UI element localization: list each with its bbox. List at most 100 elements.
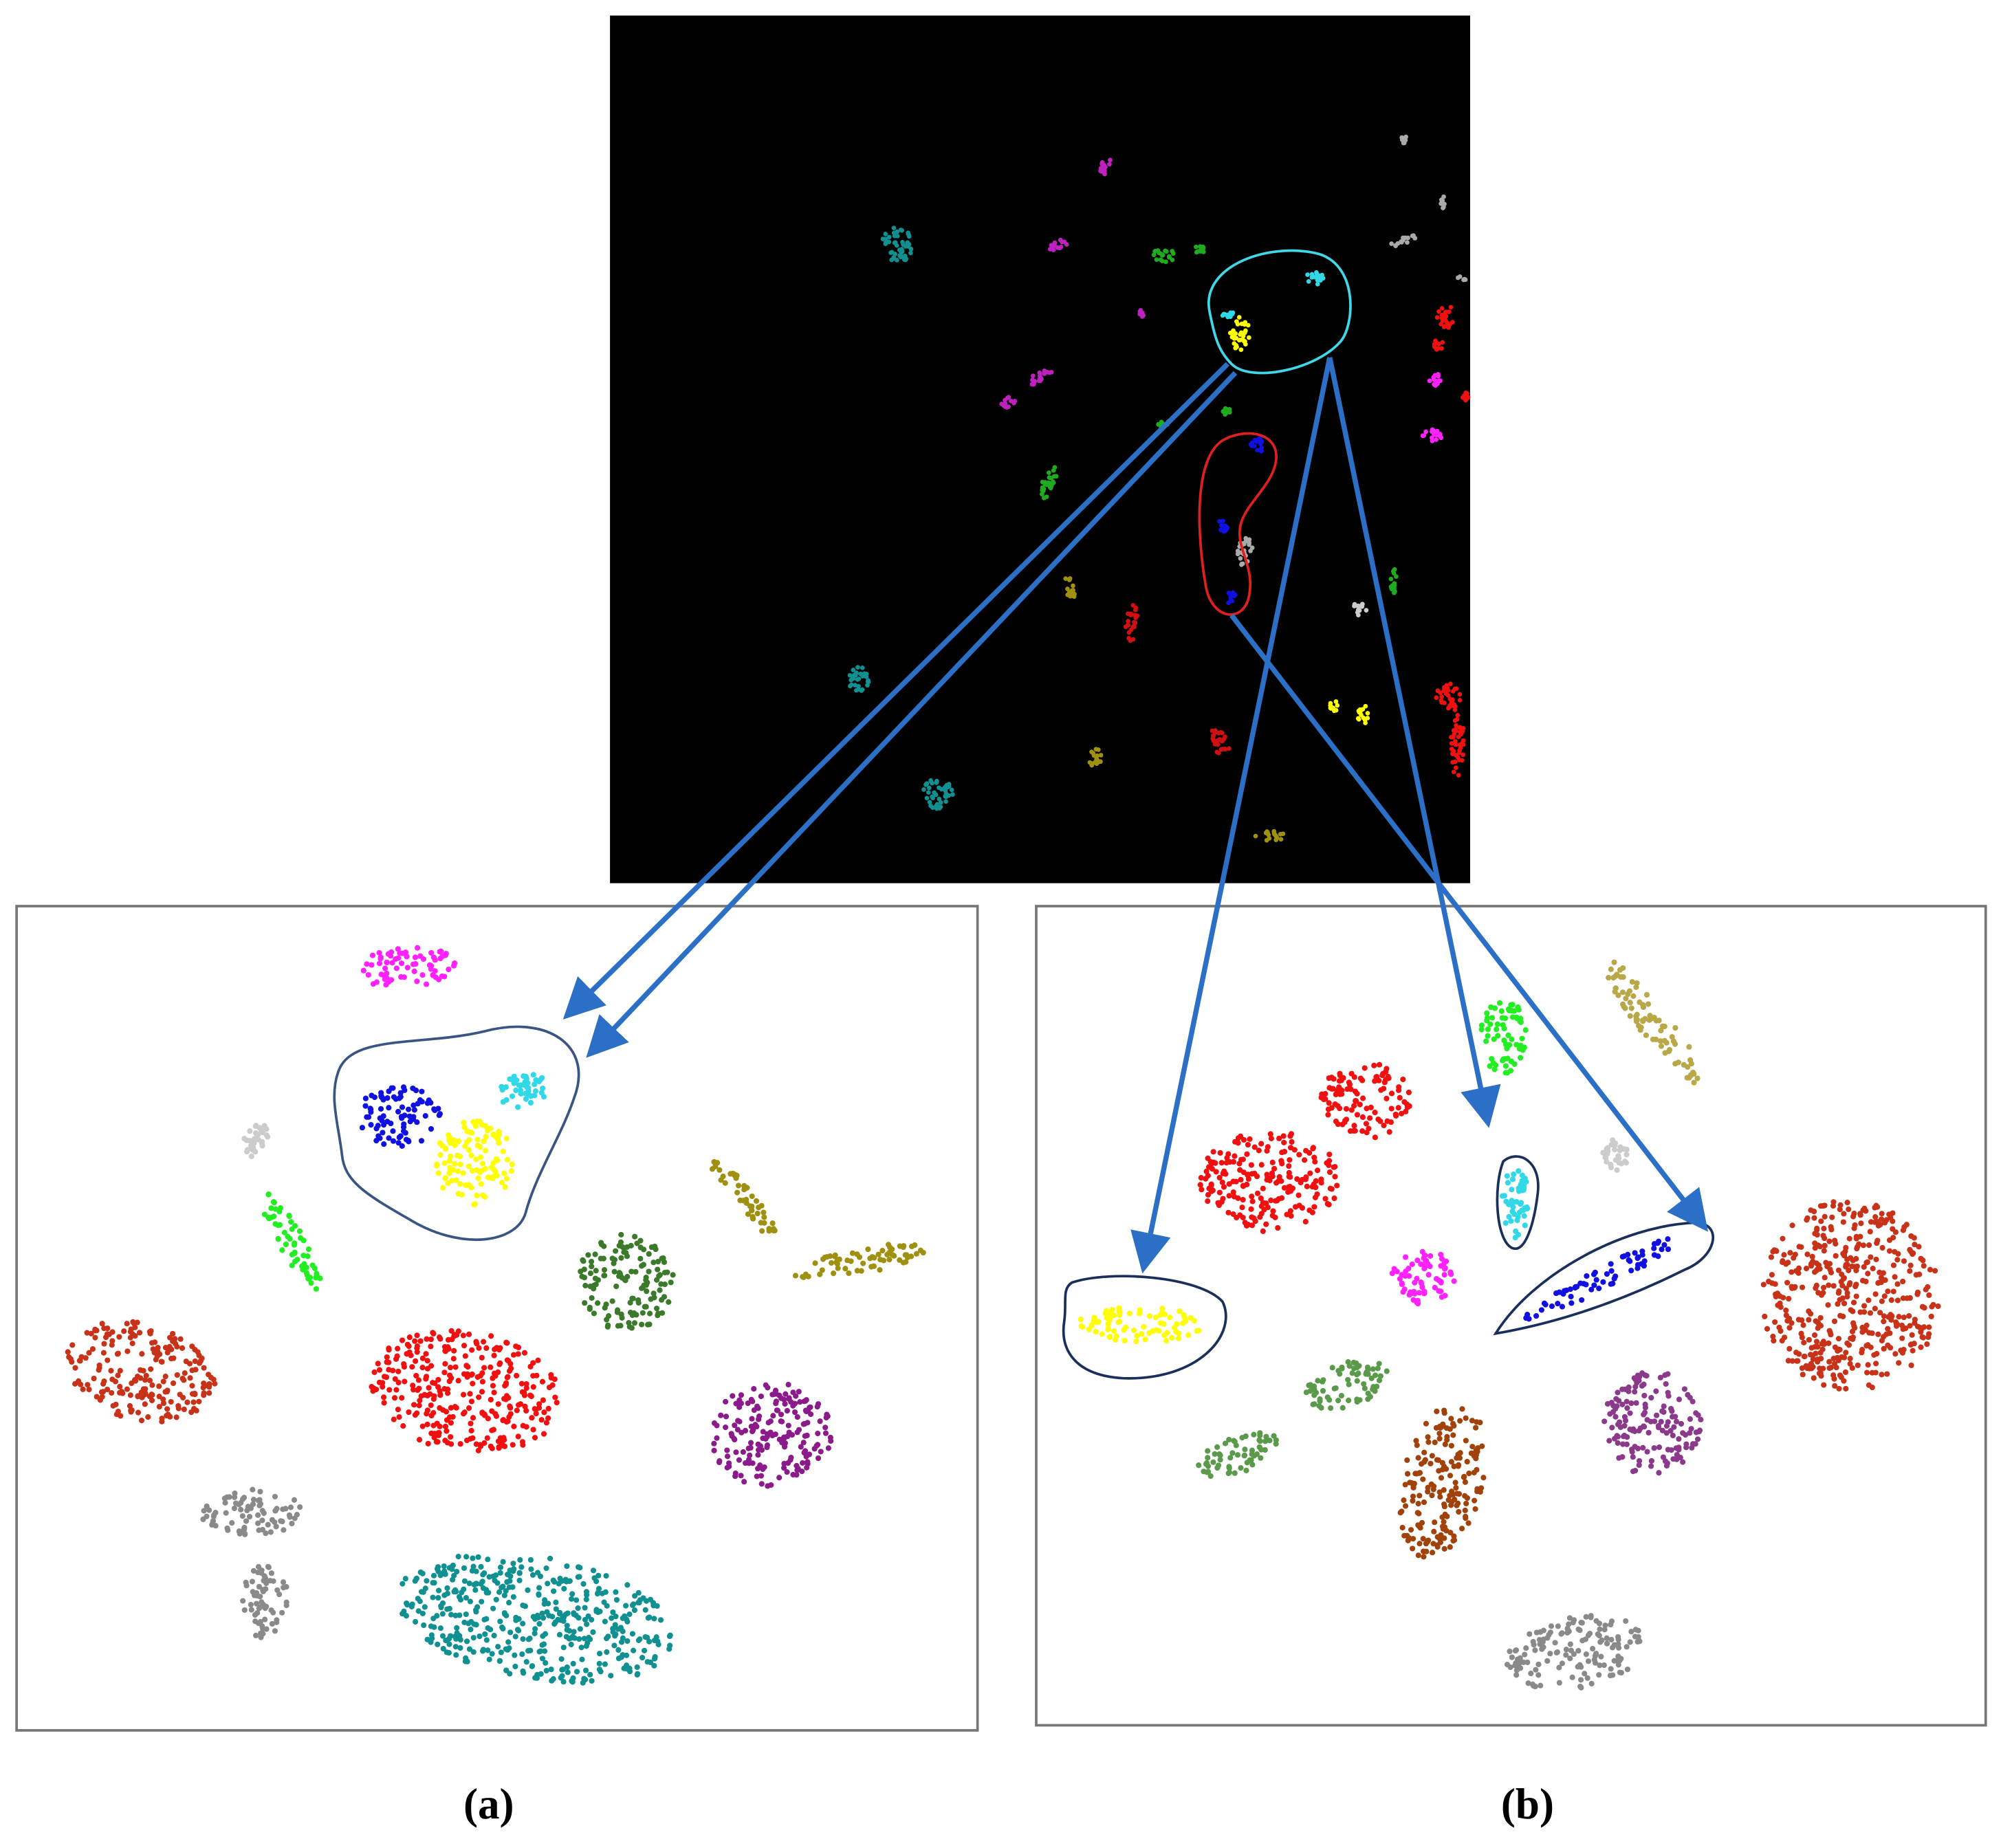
cluster-point xyxy=(1663,1430,1670,1436)
cluster-point xyxy=(1627,1013,1633,1019)
cluster-point xyxy=(435,1106,441,1112)
cluster-point xyxy=(1507,1648,1513,1655)
cluster-point xyxy=(1247,537,1252,542)
cluster-point xyxy=(635,1600,642,1606)
cluster-point xyxy=(1829,1214,1835,1220)
cluster-point xyxy=(564,1563,570,1570)
cluster-point xyxy=(390,1085,396,1091)
cluster-point xyxy=(1459,1406,1465,1412)
cluster-point xyxy=(1881,1345,1887,1352)
cluster-point xyxy=(520,1636,526,1642)
cluster-point xyxy=(378,1092,384,1099)
cluster-point xyxy=(525,1080,531,1086)
cluster-point xyxy=(655,1310,661,1317)
cluster-point xyxy=(1883,1331,1890,1337)
cluster-point xyxy=(532,1088,538,1094)
cluster-point xyxy=(1444,1437,1450,1443)
cluster-point xyxy=(1623,1441,1630,1447)
cluster-point xyxy=(864,671,869,676)
cluster-point xyxy=(432,1380,438,1387)
cluster-point xyxy=(475,1175,481,1181)
cluster-point xyxy=(556,1581,562,1587)
cluster-point xyxy=(1881,1319,1887,1325)
cluster-point xyxy=(1879,1216,1885,1222)
cluster-point xyxy=(445,1336,452,1343)
cluster-point xyxy=(1318,1094,1324,1101)
cluster-point xyxy=(827,1253,833,1260)
cluster-point xyxy=(1815,1343,1821,1350)
cluster-point xyxy=(1205,1198,1211,1204)
cluster-point xyxy=(442,1438,448,1444)
cluster-point xyxy=(1656,1018,1662,1024)
cluster-point xyxy=(1844,1200,1850,1206)
cluster-point xyxy=(395,1379,402,1386)
cluster-point xyxy=(1335,1398,1342,1404)
cluster-point xyxy=(629,1631,636,1637)
cluster-point xyxy=(201,1392,207,1398)
cluster-point xyxy=(1465,1520,1472,1526)
cluster-point xyxy=(1861,1309,1868,1315)
cluster-point xyxy=(469,1568,475,1574)
cluster-point xyxy=(565,1610,571,1616)
cluster-point xyxy=(239,1496,246,1502)
cluster-point xyxy=(722,1398,729,1405)
cluster-point xyxy=(504,1156,510,1163)
cluster-point xyxy=(505,1374,511,1380)
cluster-point xyxy=(470,1649,477,1656)
cluster-point xyxy=(1623,1618,1629,1624)
cluster-point xyxy=(1840,1275,1847,1282)
cluster-point xyxy=(466,1646,473,1652)
cluster-point xyxy=(1376,1361,1382,1367)
cluster-point xyxy=(1611,1275,1617,1282)
cluster-point xyxy=(1873,1361,1879,1367)
cluster-point xyxy=(140,1367,146,1374)
cluster-point xyxy=(263,1586,269,1592)
cluster-point xyxy=(600,1255,606,1262)
cluster-point xyxy=(371,1369,378,1376)
cluster-point xyxy=(1463,390,1468,395)
cluster-point xyxy=(1796,1351,1802,1357)
cluster-point xyxy=(136,1330,143,1336)
cluster-point xyxy=(1303,1174,1309,1180)
cluster-point xyxy=(431,1580,437,1586)
cluster-point xyxy=(1579,1297,1585,1304)
cluster-point xyxy=(1835,1346,1841,1352)
cluster-point xyxy=(1434,315,1440,320)
cluster-point xyxy=(1451,1463,1457,1470)
cluster-point xyxy=(1456,1490,1463,1497)
cluster-point xyxy=(83,1355,89,1361)
cluster-point xyxy=(513,1617,519,1623)
cluster-point xyxy=(1342,1118,1348,1124)
cluster-point xyxy=(254,1520,261,1526)
cluster-point xyxy=(1632,1444,1638,1450)
cluster-point xyxy=(441,1370,448,1376)
cluster-point xyxy=(1413,1438,1419,1444)
cluster-point xyxy=(794,1467,800,1473)
cluster-point xyxy=(503,1339,510,1345)
cluster-point xyxy=(1337,1371,1343,1377)
cluster-point xyxy=(1447,705,1452,710)
cluster-point xyxy=(1210,736,1216,741)
cluster-point xyxy=(1822,1213,1828,1220)
cluster-point xyxy=(626,1665,633,1671)
cluster-point xyxy=(749,1193,755,1200)
cluster-point xyxy=(1538,1682,1544,1688)
cluster-point xyxy=(1327,1185,1333,1191)
cluster-point xyxy=(1111,1312,1117,1319)
cluster-point xyxy=(1650,1036,1656,1042)
cluster-point xyxy=(1483,1038,1489,1044)
cluster-point xyxy=(1249,1462,1256,1468)
cluster-point xyxy=(489,1445,495,1451)
cluster-point xyxy=(451,1572,457,1578)
cluster-point xyxy=(1226,600,1231,606)
cluster-point xyxy=(433,1163,440,1169)
cluster-point xyxy=(268,1570,275,1576)
cluster-point xyxy=(1879,1337,1885,1344)
cluster-point xyxy=(212,1523,219,1529)
cluster-point xyxy=(1113,1333,1119,1339)
cluster-point xyxy=(481,1570,488,1576)
cluster-point xyxy=(1359,1095,1366,1101)
cluster-point xyxy=(1128,611,1134,617)
cluster-point xyxy=(587,1304,593,1310)
cluster-point xyxy=(1833,1365,1839,1371)
